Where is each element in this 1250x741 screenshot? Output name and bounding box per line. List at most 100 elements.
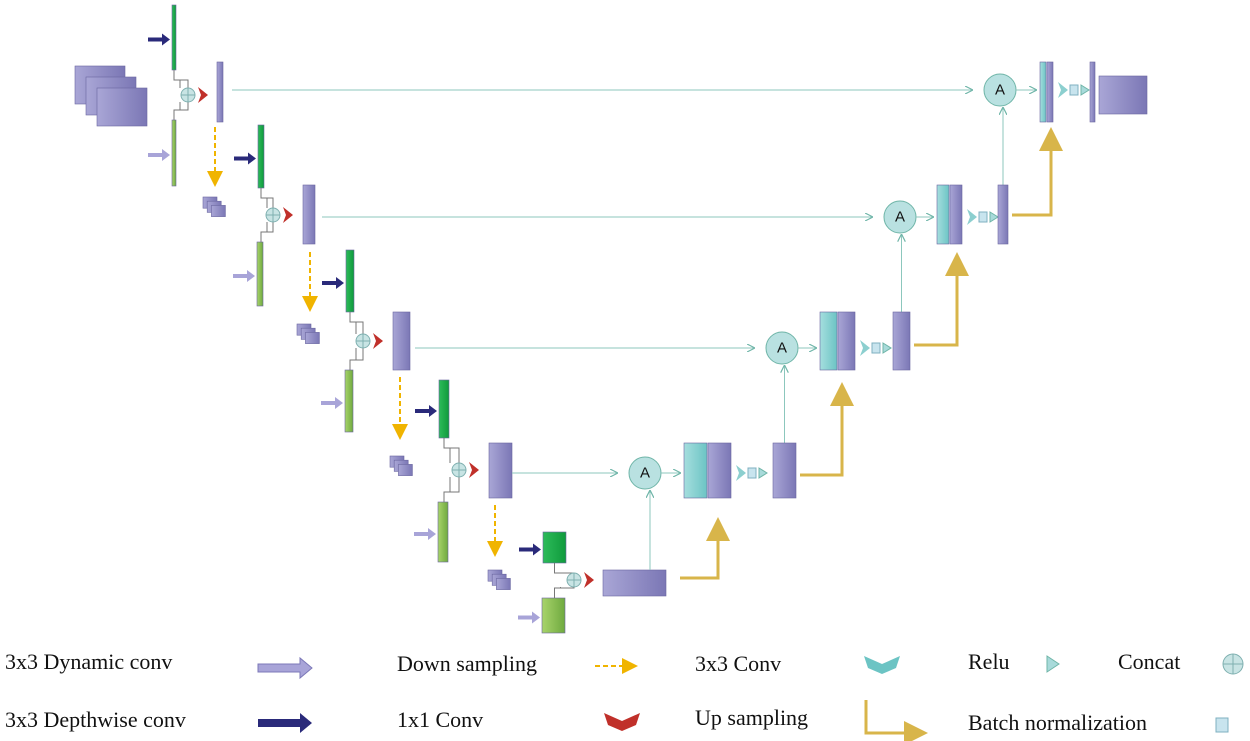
depthwise-arrow: [322, 277, 344, 289]
feature-map: [496, 578, 511, 590]
network: A A A A: [74, 4, 1148, 634]
upsampled: [949, 184, 963, 245]
decoder-out: [1089, 61, 1096, 123]
depthwise-arrow: [148, 33, 170, 46]
legend-label: Batch normalization: [968, 710, 1147, 735]
dynamic-arrow: [414, 528, 436, 540]
concat: [567, 573, 581, 587]
wire: [350, 348, 364, 361]
wire: [443, 438, 451, 463]
chevron: [967, 209, 977, 225]
feature-bar: [602, 569, 667, 597]
attention-label: A: [640, 465, 650, 482]
legend-label: Up sampling: [695, 705, 808, 730]
wire: [174, 79, 189, 88]
legend: 3x3 Dynamic conv Down sampling 3x3 Conv …: [5, 649, 1244, 741]
legend-icon: [1223, 654, 1243, 674]
dynamic-conv: [171, 119, 177, 187]
legend-label: 3x3 Dynamic conv: [5, 649, 172, 674]
chevron: [373, 333, 383, 349]
depthwise-conv: [257, 124, 265, 189]
attention-out: [819, 311, 838, 371]
legend-icon: [604, 713, 640, 731]
wire: [443, 477, 451, 502]
depthwise-conv: [438, 379, 450, 439]
feature-bar: [302, 184, 316, 245]
attention-label: A: [995, 82, 1005, 99]
depthwise-conv: [542, 531, 567, 564]
legend-label: 1x1 Conv: [397, 707, 483, 732]
decoder-out: [997, 184, 1009, 245]
chevron: [860, 340, 870, 356]
legend-icon: [864, 656, 900, 674]
up-sampling: [680, 517, 730, 580]
dynamic-arrow: [321, 397, 343, 409]
depthwise-conv: [345, 249, 355, 313]
wire: [350, 321, 364, 334]
wire: [174, 102, 189, 111]
wire: [349, 312, 357, 334]
dynamic-arrow: [518, 611, 540, 624]
batch-norm: [747, 467, 757, 479]
depthwise-arrow: [519, 543, 541, 556]
attention-out: [936, 184, 950, 245]
upsampled: [1046, 61, 1054, 123]
legend-icon: [257, 656, 313, 680]
chevron: [584, 572, 594, 588]
feature-map: [305, 332, 320, 344]
relu: [1080, 84, 1090, 96]
chevron: [283, 207, 293, 223]
decoder-out: [892, 311, 911, 371]
legend-icon: [1215, 717, 1229, 733]
batch-norm: [871, 342, 881, 354]
wire: [554, 587, 575, 589]
batch-norm: [1069, 84, 1079, 96]
upsampled: [707, 442, 732, 499]
legend-label: Concat: [1118, 649, 1180, 674]
wire: [444, 477, 460, 493]
feature-bar: [488, 442, 513, 499]
concat: [356, 334, 370, 348]
wire: [554, 563, 561, 574]
attention-label: A: [777, 340, 787, 357]
decoder-out: [772, 442, 797, 499]
legend-label: 3x3 Conv: [695, 651, 781, 676]
legend-icon: [258, 713, 312, 733]
wire: [349, 348, 357, 370]
dynamic-conv: [541, 597, 566, 634]
up-sampling: [914, 252, 969, 347]
feature-bar: [216, 61, 224, 123]
legend-label: 3x3 Depthwise conv: [5, 707, 186, 732]
dynamic-conv: [256, 241, 264, 307]
dynamic-conv: [344, 369, 354, 433]
upsampled: [837, 311, 856, 371]
attention-label: A: [895, 209, 905, 226]
dynamic-arrow: [233, 270, 255, 282]
legend-label: Down sampling: [397, 651, 537, 676]
input-image: [96, 87, 148, 127]
relu: [758, 467, 768, 479]
dynamic-arrow: [148, 149, 170, 161]
wire: [261, 222, 274, 233]
concat: [181, 88, 195, 102]
up-sampling: [800, 382, 854, 477]
relu: [882, 342, 892, 354]
batch-norm: [978, 211, 988, 223]
depthwise-arrow: [415, 405, 437, 417]
legend-label: Relu: [968, 649, 1010, 674]
wire: [554, 587, 561, 598]
wire: [261, 197, 274, 208]
dynamic-conv: [437, 501, 449, 563]
relu: [989, 211, 999, 223]
chevron: [1058, 82, 1068, 98]
wire: [173, 102, 181, 120]
attention-out: [1039, 61, 1047, 123]
wire: [173, 70, 181, 88]
attention-out: [683, 442, 708, 499]
chevron: [198, 87, 208, 103]
up-sampling: [1012, 127, 1063, 217]
feature-map: [211, 205, 226, 217]
legend-icon: [1046, 655, 1060, 673]
legend-icon: [864, 700, 928, 741]
